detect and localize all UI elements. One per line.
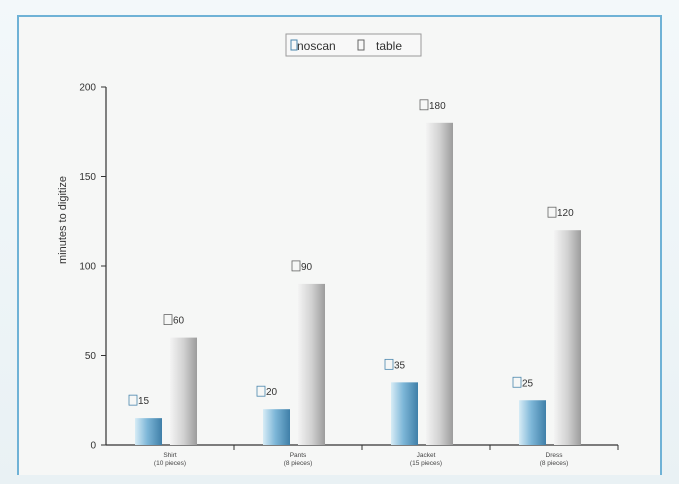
- x-ticks: [233, 445, 619, 450]
- bar-table-shirt: [170, 337, 197, 445]
- bar-noscan-dress: [519, 400, 546, 445]
- y-ticks: 0 50 100 150 200: [79, 83, 106, 452]
- data-label-marker: [291, 260, 301, 272]
- bar-table-pants: [298, 283, 325, 445]
- y-tick-label: 150: [79, 172, 96, 183]
- bar-noscan-jacket: [391, 382, 418, 445]
- category-labels: Shirt(10 pieces)Pants(8 pieces)Jacket(15…: [154, 452, 568, 467]
- data-label-marker: [128, 394, 138, 406]
- y-axis-label: minutes to digitize: [57, 176, 69, 264]
- data-label-noscan: 25: [522, 378, 534, 389]
- data-label-noscan: 15: [138, 396, 150, 407]
- category-label: (10 pieces): [154, 460, 186, 467]
- data-label-marker: [384, 358, 394, 370]
- data-label-noscan: 20: [266, 387, 278, 398]
- data-label-marker: [512, 376, 522, 388]
- legend-swatch-noscan: [290, 39, 298, 51]
- data-label-noscan: 35: [394, 360, 406, 371]
- data-labels: 15 60 20 90 35 180 25 120: [128, 99, 574, 407]
- legend: noscan table: [285, 33, 422, 57]
- y-tick-label: 0: [90, 441, 96, 452]
- y-tick-label: 50: [85, 351, 97, 362]
- data-label-table: 60: [173, 316, 185, 327]
- bar-noscan-shirt: [135, 418, 162, 445]
- bars: [135, 122, 581, 446]
- category-label: (15 pieces): [410, 460, 442, 467]
- legend-label-table: table: [376, 39, 402, 53]
- y-tick-label: 200: [79, 83, 96, 94]
- data-label-table: 90: [301, 262, 313, 273]
- category-label: (8 pieces): [284, 460, 313, 467]
- data-label-marker: [419, 99, 429, 111]
- bar-table-jacket: [426, 122, 453, 446]
- bar-noscan-pants: [263, 409, 290, 445]
- data-label-marker: [163, 314, 173, 326]
- data-label-table: 180: [429, 101, 446, 112]
- category-label: Dress: [546, 452, 564, 459]
- category-label: Shirt: [163, 452, 177, 459]
- data-label-table: 120: [557, 208, 574, 219]
- bar-table-dress: [554, 230, 581, 445]
- legend-label-noscan: noscan: [297, 39, 336, 53]
- legend-box: [285, 33, 422, 57]
- category-label: Pants: [290, 452, 307, 459]
- y-tick-label: 100: [79, 262, 96, 273]
- data-label-marker: [547, 206, 557, 218]
- legend-swatch-table: [357, 39, 365, 51]
- data-label-marker: [256, 385, 266, 397]
- category-label: Jacket: [417, 452, 436, 459]
- category-label: (8 pieces): [540, 460, 569, 467]
